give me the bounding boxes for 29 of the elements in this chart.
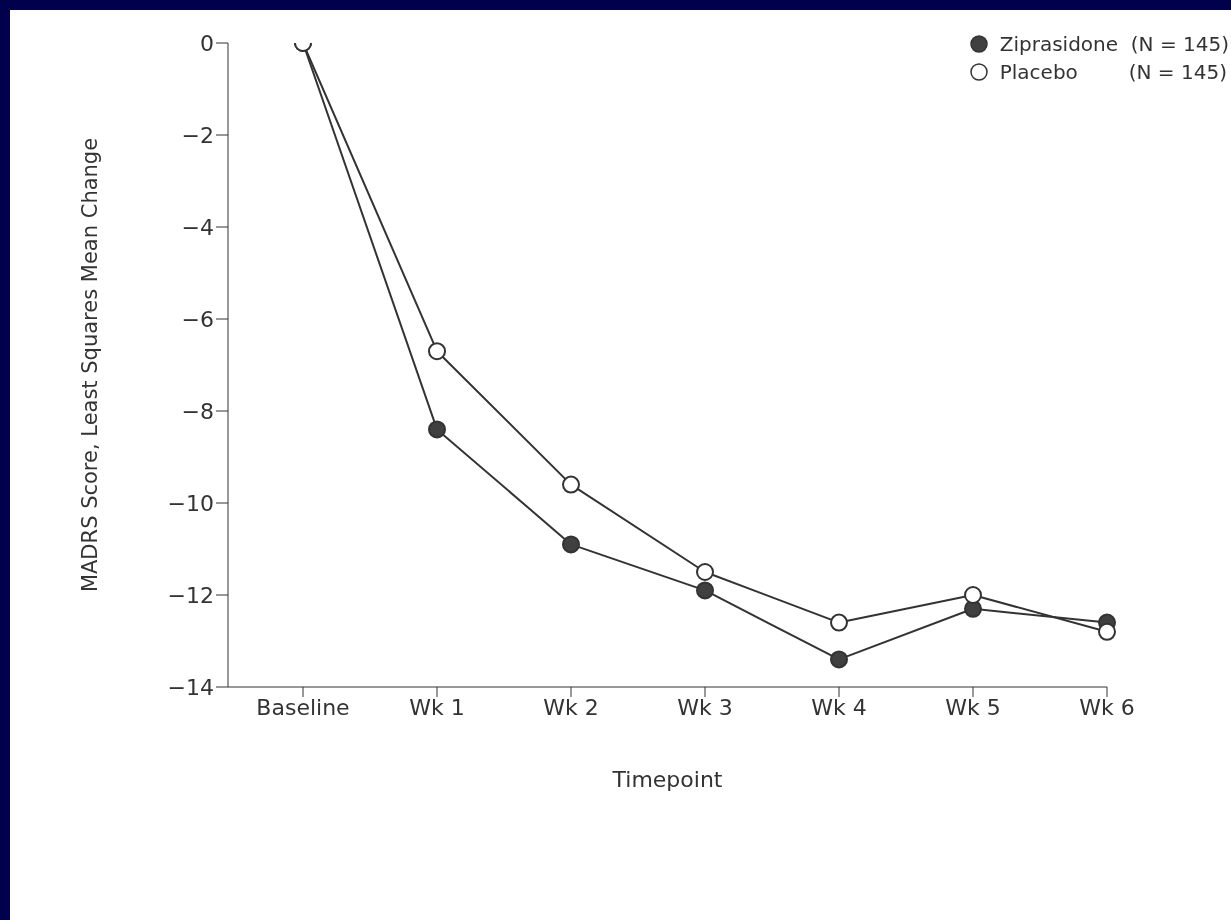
point <box>696 563 714 581</box>
y-tick-label: −6 <box>181 306 214 332</box>
legend-label: Placebo (N = 145) <box>999 60 1227 84</box>
y-tick-label: −10 <box>167 490 214 516</box>
x-tick-label: Wk 2 <box>543 694 599 720</box>
point <box>696 581 714 600</box>
x-tick-label: Wk 1 <box>409 694 465 720</box>
x-tick-label: Wk 6 <box>1079 694 1135 720</box>
y-tick-label: −14 <box>167 674 214 700</box>
point <box>428 342 446 361</box>
y-tick-label: −8 <box>181 398 214 424</box>
point <box>964 586 982 604</box>
y-tick-label: −2 <box>181 122 214 148</box>
x-tick-label: Baseline <box>256 694 350 720</box>
x-tick-label: Wk 4 <box>811 694 867 720</box>
y-tick-label: −12 <box>167 582 214 608</box>
x-tick-label: Wk 3 <box>677 694 733 720</box>
x-tick-label: Wk 5 <box>945 694 1001 720</box>
point <box>830 613 848 632</box>
point <box>562 475 580 494</box>
point <box>562 535 580 554</box>
x-axis-title: Timepoint <box>611 767 723 792</box>
legend-label: Ziprasidone (N = 145) <box>999 32 1229 56</box>
y-tick-label: −4 <box>181 214 214 240</box>
y-tick-label: 0 <box>200 30 214 56</box>
point <box>1098 622 1116 641</box>
point <box>428 420 446 439</box>
y-axis-title: MADRS Score, Least Squares Mean Change <box>78 137 103 593</box>
point <box>830 650 848 669</box>
